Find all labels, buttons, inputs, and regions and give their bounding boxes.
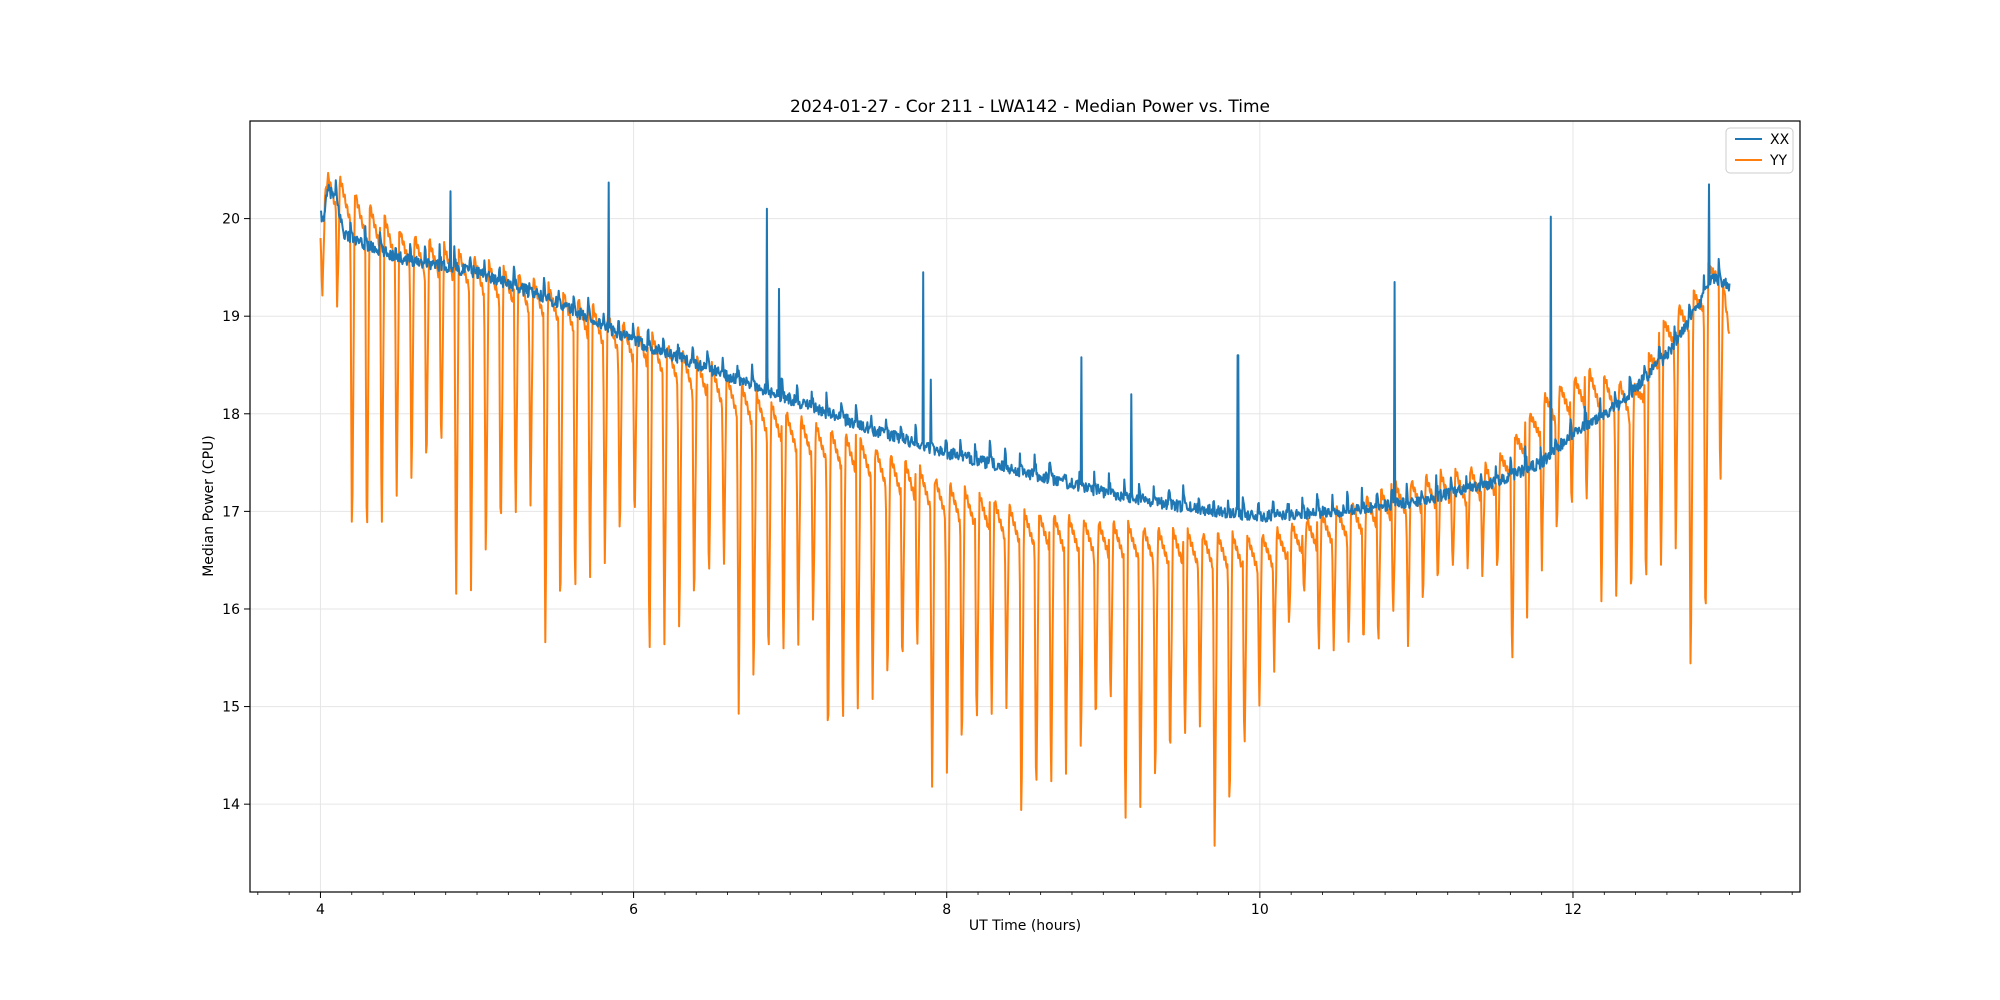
series-line-yy — [319, 171, 1731, 847]
y-tick-label: 17 — [222, 504, 240, 520]
x-tick-label: 6 — [629, 902, 638, 918]
y-tick-label: 16 — [222, 602, 240, 618]
plot-area-frame — [249, 120, 1801, 893]
x-tick-label: 10 — [1251, 902, 1269, 918]
legend-label-xx: XX — [1770, 132, 1790, 148]
x-axis: 4 6 8 10 12 — [257, 892, 1793, 918]
x-axis-label: UT Time (hours) — [969, 918, 1081, 934]
x-tick-label: 4 — [316, 902, 325, 918]
x-tick-label: 8 — [942, 902, 951, 918]
x-tick-label: 12 — [1564, 902, 1582, 918]
legend-label-yy: YY — [1769, 153, 1788, 169]
y-tick-label: 15 — [222, 700, 240, 716]
y-axis-label: Median Power (CPU) — [201, 435, 217, 577]
legend: XX YY — [1725, 127, 1794, 174]
series-line-xx — [319, 179, 1731, 523]
y-axis: 14 15 16 17 18 19 20 — [222, 212, 250, 813]
y-tick-label: 20 — [222, 212, 240, 228]
y-tick-label: 19 — [222, 309, 240, 325]
series-lines — [319, 171, 1731, 847]
y-tick-label: 14 — [222, 797, 240, 813]
y-tick-label: 18 — [222, 407, 240, 423]
chart-title: 2024-01-27 - Cor 211 - LWA142 - Median P… — [790, 97, 1270, 117]
